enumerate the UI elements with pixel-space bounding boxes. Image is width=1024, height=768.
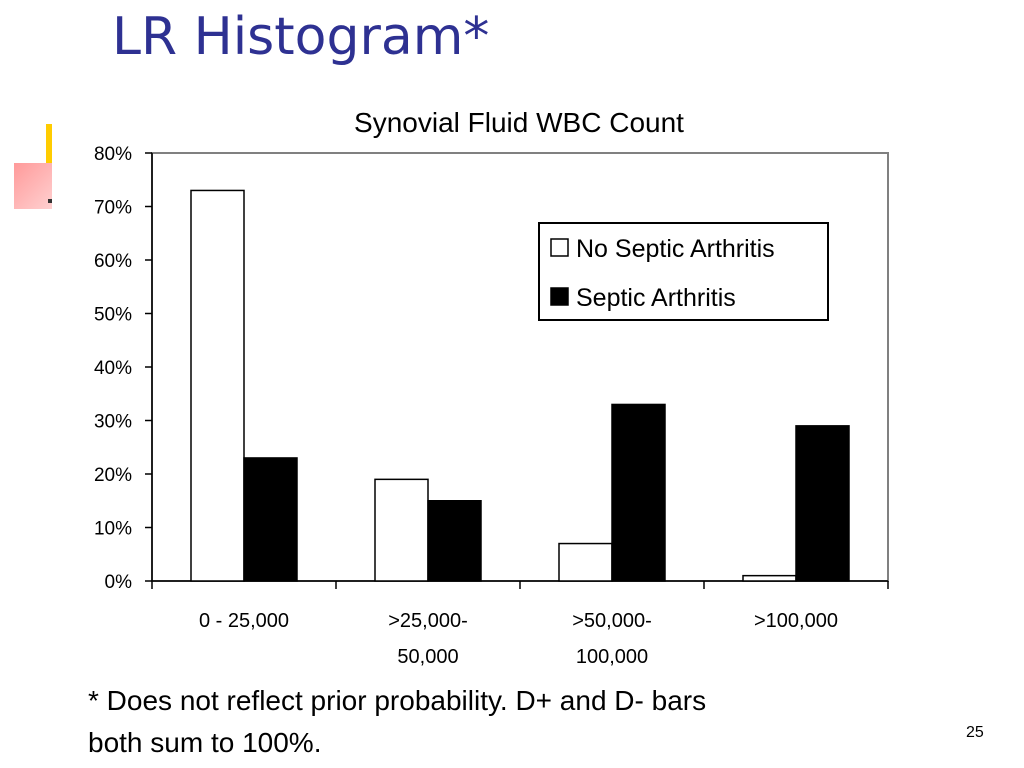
legend-swatch-septic [550,287,569,306]
bar-septic [795,425,850,582]
y-tick-label: 10% [94,519,132,540]
x-tick-label: 0 - 25,000 [199,610,289,632]
legend-swatch-no-septic [550,238,569,257]
bar-no-septic [374,478,429,582]
y-tick-label: 70% [94,198,132,219]
page-number: 25 [966,724,984,741]
y-tick-label: 0% [105,572,133,593]
footnote-line-1: * Does not reflect prior probability. D+… [88,685,707,716]
y-tick-label: 60% [94,251,132,272]
legend-box [538,222,829,321]
footnote: * Does not reflect prior probability. D+… [88,680,908,764]
x-tick-label: >100,000 [754,610,838,632]
bar-septic [243,457,298,582]
y-tick-label: 40% [94,358,132,379]
y-tick-label: 80% [94,144,132,165]
x-tick-label: 50,000 [397,646,458,668]
y-tick-label: 30% [94,412,132,433]
bar-septic [611,403,666,582]
bar-septic [427,500,482,582]
y-tick-label: 20% [94,465,132,486]
x-tick-label: 100,000 [576,646,648,668]
chart-title: Synovial Fluid WBC Count [354,107,684,138]
accent-square [14,163,52,209]
bar-no-septic [190,189,245,582]
y-tick-label: 50% [94,305,132,326]
legend-label-no-septic: No Septic Arthritis [576,235,775,263]
bar-no-septic [742,574,797,582]
accent-bar [46,124,52,182]
x-tick-label: >50,000- [572,610,652,632]
bullet-dot [48,199,52,203]
x-tick-label: >25,000- [388,610,468,632]
slide-title: LR Histogram* [112,7,490,67]
legend-label-septic: Septic Arthritis [576,284,736,312]
footnote-line-2: both sum to 100%. [88,727,322,758]
wbc-histogram-chart: Synovial Fluid WBC Count 0% 10% 20% 30% 40% 50… [94,107,889,668]
bar-no-septic [558,542,613,582]
